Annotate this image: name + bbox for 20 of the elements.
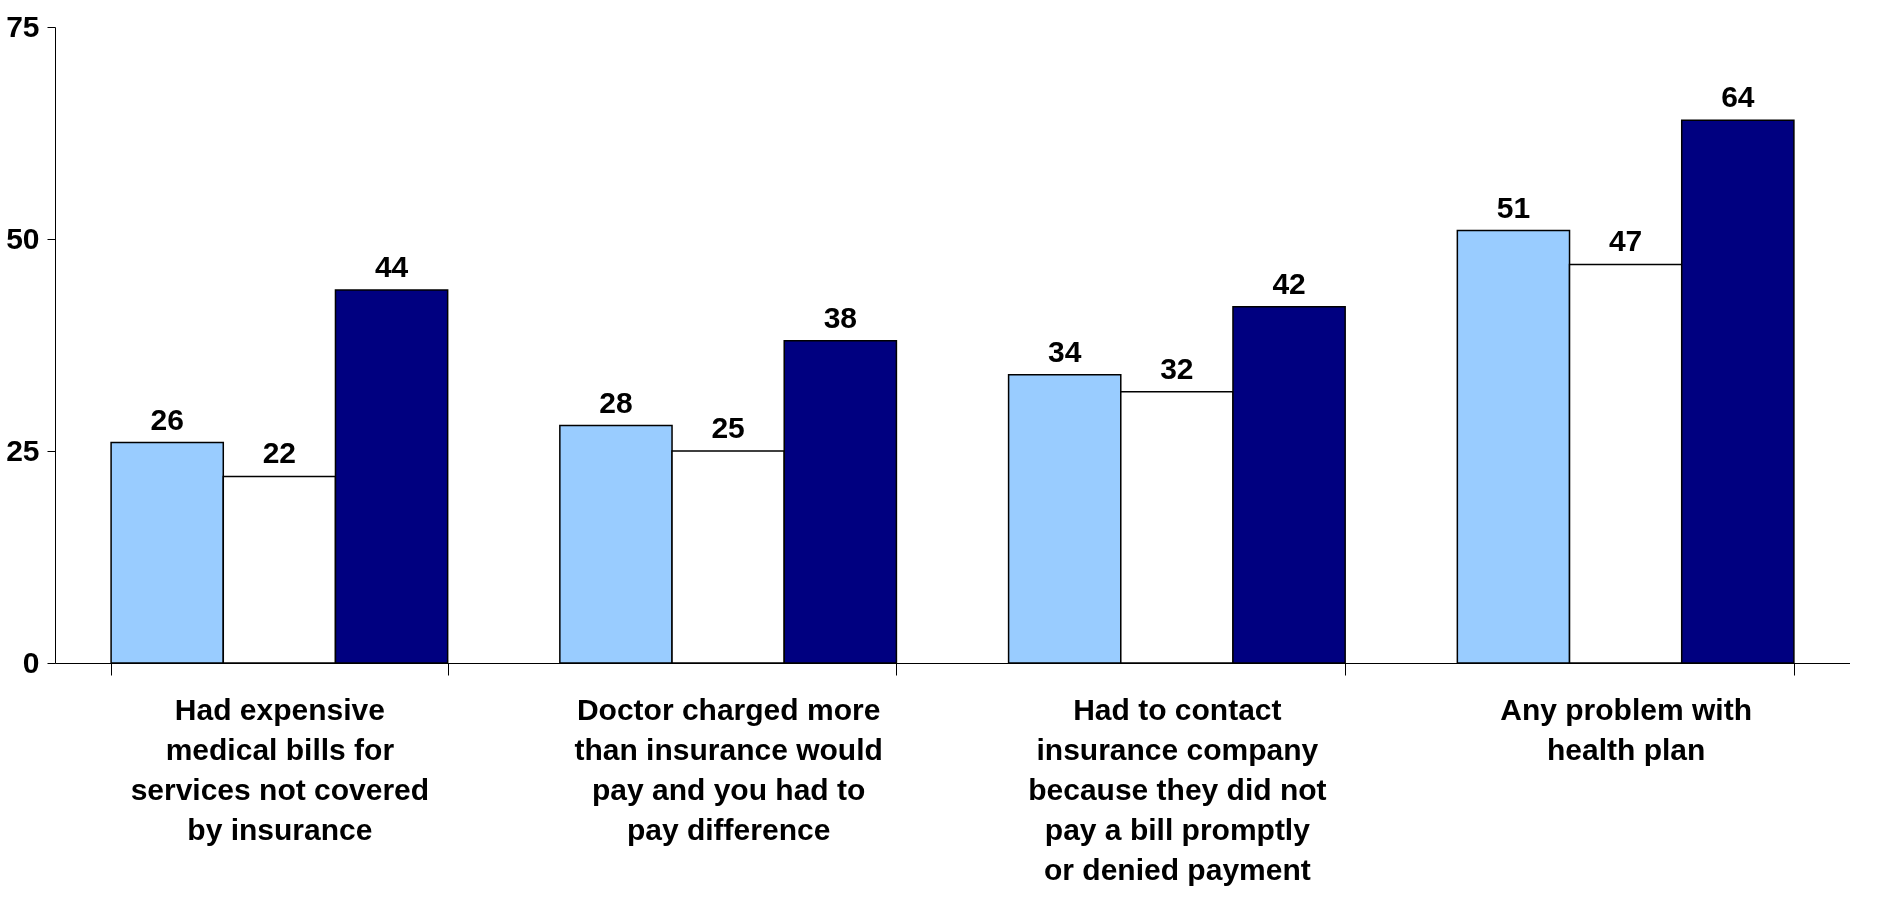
data-label: 38 xyxy=(823,300,857,334)
data-label: 34 xyxy=(1048,334,1082,368)
data-label: 64 xyxy=(1721,80,1755,114)
data-label: 25 xyxy=(711,411,745,444)
y-tick-label: 25 xyxy=(6,433,40,467)
y-tick-label: 50 xyxy=(6,221,40,255)
data-label: 26 xyxy=(150,402,184,436)
x-tick-label: Any problem with health plan xyxy=(1500,692,1752,766)
y-tick-label: 75 xyxy=(6,9,40,43)
x-tick-label: Had expensive medical bills for services not covered by insurance xyxy=(130,692,430,846)
data-label: 22 xyxy=(262,436,297,470)
data-label: 28 xyxy=(599,385,633,419)
data-label: 32 xyxy=(1160,351,1194,385)
y-tick-label: 0 xyxy=(22,645,40,679)
x-tick-label: Had to contact insurance company because they did not pay a bill promptly or denied payment xyxy=(1028,692,1327,886)
x-tick-label: Doctor charged more than insurance would pay and you had to pay difference xyxy=(574,692,883,846)
data-label: 47 xyxy=(1608,224,1643,258)
data-label: 42 xyxy=(1272,266,1306,300)
data-label: 44 xyxy=(374,249,409,283)
data-label: 51 xyxy=(1496,190,1531,224)
